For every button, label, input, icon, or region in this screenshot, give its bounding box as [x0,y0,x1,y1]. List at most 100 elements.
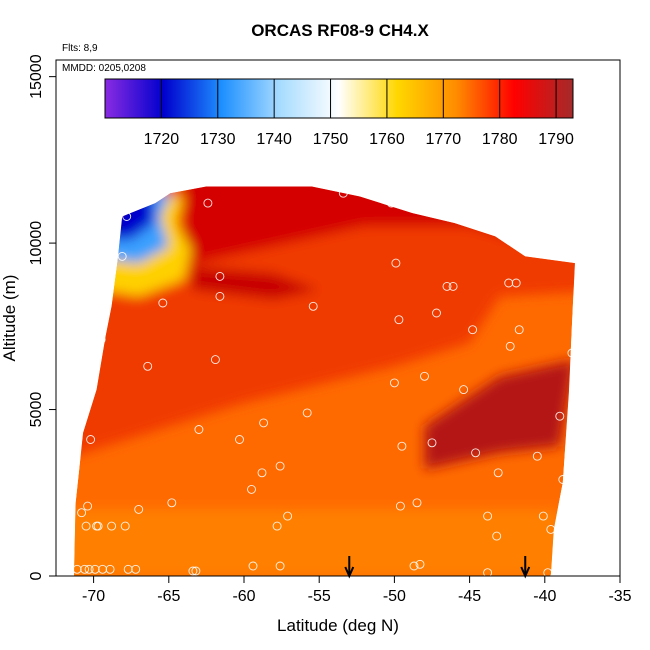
data-point [90,564,100,574]
data-point [120,521,130,531]
chart-title: ORCAS RF08-9 CH4.X [251,21,429,40]
data-point [493,468,503,478]
x-tick-label: -50 [383,588,406,605]
colorbar-tick-label: 1770 [426,131,462,148]
data-point [81,521,91,531]
region-deep-red [424,359,575,470]
data-point [468,325,478,335]
data-point [546,524,556,534]
data-point [409,561,419,571]
data-point [86,435,96,444]
data-point [505,341,515,351]
data-point [235,435,244,444]
colorbar-gradient [104,78,574,119]
colorbar-tick-label: 1720 [144,131,180,148]
region-low [74,509,560,576]
observation-points [72,188,577,576]
data-point [134,504,144,514]
data-point [194,425,204,434]
data-point [442,281,452,291]
data-point [84,564,94,574]
data-point [98,564,108,574]
colorbar-ticks: 1720 1730 1740 1750 1760 1770 1780 1790 [144,79,574,148]
data-point [514,325,524,335]
data-point [391,258,401,268]
data-point [511,278,521,288]
x-tick-label: -60 [232,588,255,605]
colorbar-tick-label: 1760 [369,131,405,148]
data-point [83,501,93,511]
data-point [459,385,469,395]
data-point [215,271,225,281]
data-point [386,198,396,208]
y-tick-label: 15000 [28,54,45,99]
data-point [248,561,258,571]
data-point [210,355,220,365]
x-tick-label: -40 [533,588,556,605]
region-blue [74,186,154,240]
data-point [338,188,348,198]
note-flights: Flts: 8,9 [62,43,98,54]
data-point [395,501,405,511]
colorbar-tick-label: 1730 [200,131,236,148]
data-point [471,448,481,458]
data-point [117,251,127,261]
note-mmdd: MMDD: 0205,0208 [62,63,146,74]
data-point [302,408,312,418]
plot-frame [55,59,621,577]
data-point [483,568,493,576]
colorbar: 1720 1730 1740 1750 1760 1770 1780 1790 [104,78,574,148]
data-point [492,531,502,541]
data-point [415,559,425,569]
data-point [558,475,568,484]
data-point [143,361,153,371]
x-tick-label: -65 [157,588,180,605]
data-point [247,484,256,494]
data-point [215,291,225,301]
data-point [448,281,458,291]
colorbar-tick-label: 1740 [256,131,292,148]
x-axis: -70 -65 -60 -55 -50 -45 -40 -35 [82,576,632,605]
data-point [80,564,90,574]
data-point [504,278,514,288]
region-dark-blue [74,186,133,220]
x-axis-label: Latitude (deg N) [277,616,399,635]
data-point [105,564,115,574]
colorbar-tick-label: 1790 [538,131,574,148]
x-tick-label: -70 [82,588,105,605]
data-point [432,308,441,318]
data-point [483,511,493,521]
region-light-blue [74,186,172,264]
data-point [123,564,133,574]
data-point [259,418,269,428]
data-point [538,511,548,521]
y-tick-label: 5000 [28,392,45,428]
data-point [72,564,82,574]
data-point [397,441,407,451]
data-point [257,468,267,478]
data-point [77,508,87,518]
y-axis-label: Altitude (m) [0,275,19,362]
data-point [167,498,177,508]
y-tick-label: 0 [28,571,45,580]
x-tick-label: -55 [308,588,331,605]
data-point [567,348,577,358]
data-point [532,451,542,461]
data-point [283,511,293,521]
data-point [131,564,141,574]
y-tick-label: 10000 [28,221,45,266]
data-point [543,568,553,576]
data-point [389,378,399,388]
data-point [420,371,429,381]
data-point [188,566,198,576]
heatmap-field [74,186,575,576]
data-point [308,301,318,311]
data-point [412,498,422,508]
data-point [96,335,106,345]
data-point [203,198,213,208]
colorbar-tick-label: 1780 [482,131,518,148]
data-point [191,566,201,576]
data-point [158,298,168,308]
data-point [427,438,437,448]
